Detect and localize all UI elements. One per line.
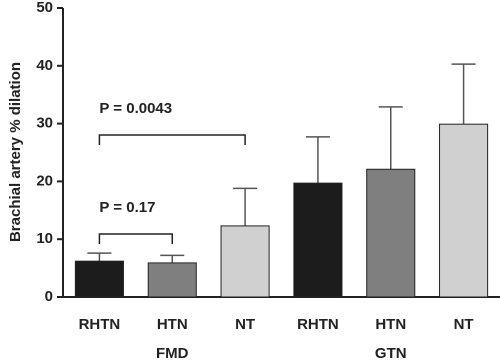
bar (220, 225, 270, 298)
y-tick-label: 40 (36, 57, 53, 74)
significance-bracket (98, 134, 246, 145)
x-tick-label: HTN (157, 316, 188, 333)
y-tick-label: 0 (45, 288, 53, 305)
x-tick-label: HTN (375, 316, 406, 333)
x-tick-label: NT (454, 316, 474, 333)
x-tick-label: NT (235, 316, 255, 333)
group-label: FMD (156, 345, 189, 361)
significance-bracket (98, 233, 173, 244)
bar (293, 182, 343, 298)
y-tick-label: 20 (36, 172, 53, 189)
bar (439, 123, 489, 298)
bar (366, 168, 416, 298)
bar (147, 262, 197, 298)
y-tick-label: 30 (36, 115, 53, 132)
annotation: P = 0.0043 (99, 100, 172, 117)
y-tick-label: 50 (36, 0, 53, 16)
y-axis-label: Brachial artery % dilation (7, 62, 24, 242)
x-tick-label: RHTN (297, 316, 339, 333)
x-tick-label: RHTN (79, 316, 121, 333)
annotation: P = 0.17 (99, 199, 155, 216)
group-label: GTN (375, 345, 407, 361)
bar (74, 260, 124, 298)
y-tick-label: 10 (36, 230, 53, 247)
